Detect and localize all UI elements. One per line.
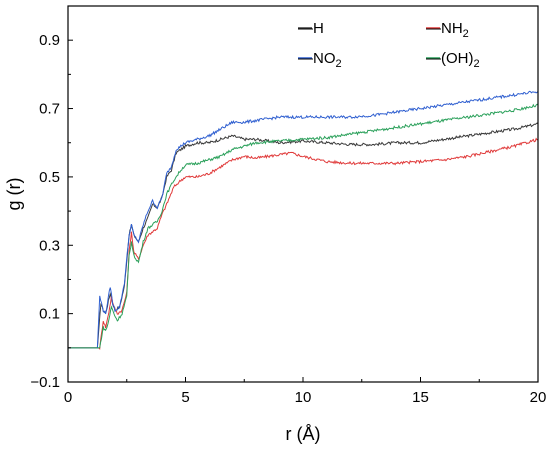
legend-label-main: —NO bbox=[298, 50, 336, 67]
legend-label-subscript: 2 bbox=[474, 58, 480, 70]
y-tick-label: 0.5 bbox=[39, 169, 60, 186]
y-tick-label: −0.1 bbox=[30, 374, 60, 391]
legend-label-main: —(OH) bbox=[426, 50, 474, 67]
legend-label-main: —H bbox=[298, 20, 324, 37]
y-tick-label: 0.1 bbox=[39, 306, 60, 323]
x-tick-label: 5 bbox=[181, 389, 189, 406]
legend-item: —(OH)2 bbox=[426, 50, 480, 70]
y-tick-label: 0.7 bbox=[39, 101, 60, 118]
x-axis-title: r (Å) bbox=[286, 424, 321, 444]
legend-label-subscript: 2 bbox=[463, 28, 469, 40]
legend-item: —NH2 bbox=[426, 20, 469, 40]
series-line bbox=[68, 137, 539, 350]
x-tick-label: 15 bbox=[412, 389, 429, 406]
series-line bbox=[68, 122, 539, 349]
legend-label-main: —NH bbox=[426, 20, 463, 37]
legend-item: —H bbox=[298, 20, 324, 37]
legend-label-subscript: 2 bbox=[336, 58, 342, 70]
series-line bbox=[68, 90, 539, 349]
y-tick-label: 0.3 bbox=[39, 237, 60, 254]
legend-label: —H bbox=[298, 20, 324, 37]
legend-label: —NH2 bbox=[426, 20, 469, 40]
y-axis-title: g (r) bbox=[4, 178, 24, 211]
series-layer bbox=[68, 90, 539, 350]
legend-label: —NO2 bbox=[298, 50, 342, 70]
legend: —H —NH2—NO2 —(OH)2 bbox=[298, 20, 480, 70]
series-line bbox=[68, 103, 539, 349]
x-tick-label: 0 bbox=[64, 389, 72, 406]
x-tick-label: 20 bbox=[530, 389, 547, 406]
x-tick-label: 10 bbox=[295, 389, 312, 406]
y-tick-label: 0.9 bbox=[39, 32, 60, 49]
legend-label: —(OH)2 bbox=[426, 50, 480, 70]
legend-item: —NO2 bbox=[298, 50, 342, 70]
axis-layer: 0 5 10 15 20 −0.1 0.1 0.3 0.5 0.7 0.9 bbox=[30, 32, 546, 406]
